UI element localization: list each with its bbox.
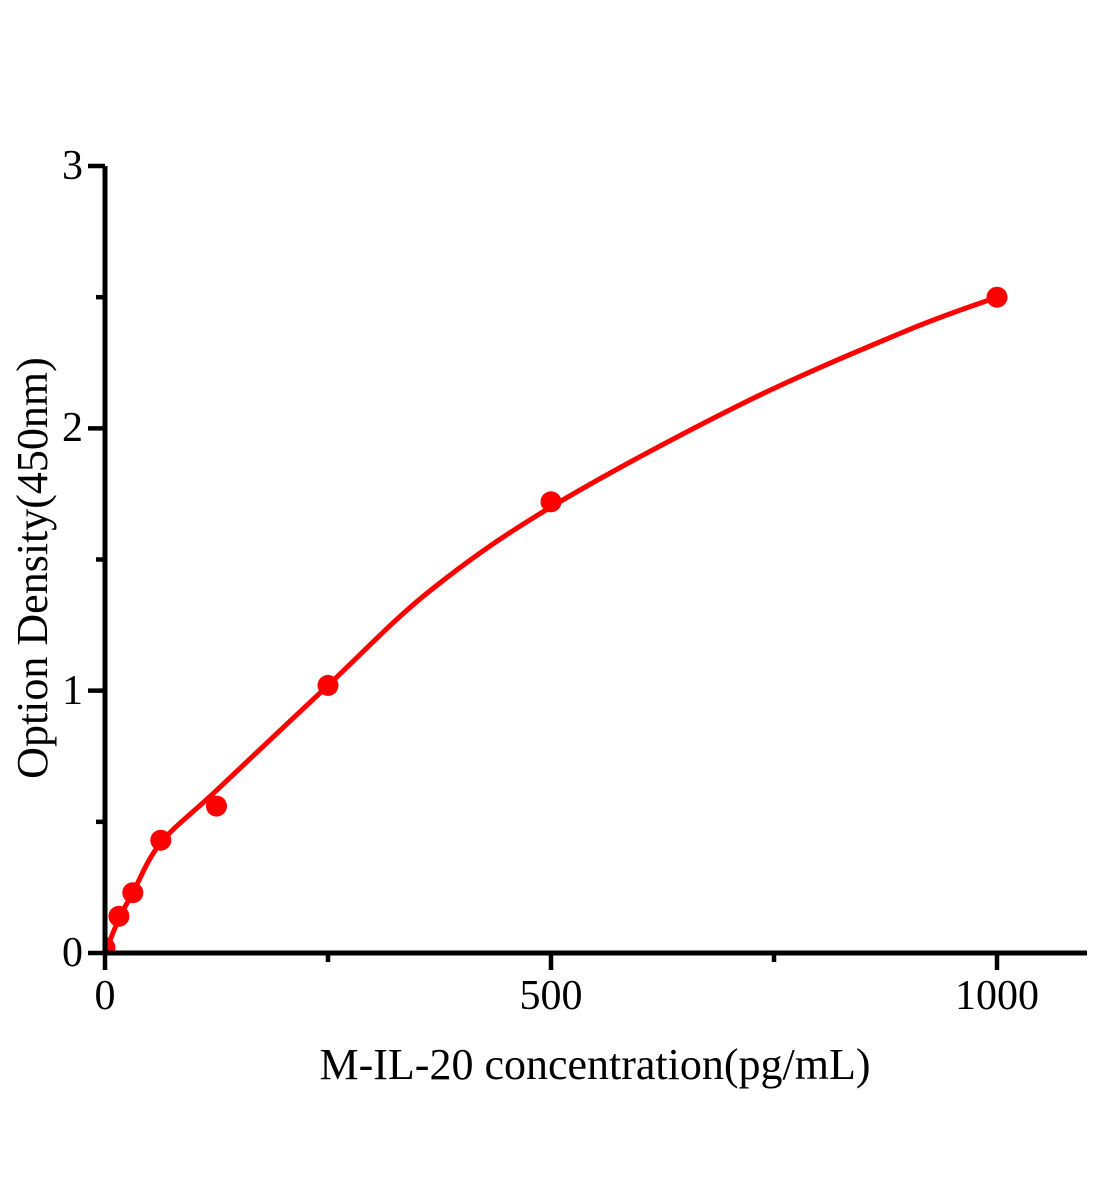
x-tick-label: 0 [94,973,116,1019]
data-point [108,905,130,927]
data-point [206,795,227,817]
plot-area [105,286,1008,952]
y-axis-title: Option Density(450nm) [7,357,57,779]
data-point [150,829,172,851]
data-point [986,286,1008,308]
y-tick-label: 2 [62,405,83,451]
x-tick-label: 1000 [955,973,1039,1019]
x-axis-title: M-IL-20 concentration(pg/mL) [319,1040,871,1089]
data-point [540,491,562,513]
fitted-curve [105,294,1000,952]
x-tick-label: 500 [519,973,583,1019]
data-point [317,674,339,696]
y-tick-label: 3 [62,143,83,189]
data-point [122,882,144,904]
y-tick-label: 1 [62,668,83,714]
y-tick-label: 0 [62,930,83,976]
data-point [105,937,116,952]
